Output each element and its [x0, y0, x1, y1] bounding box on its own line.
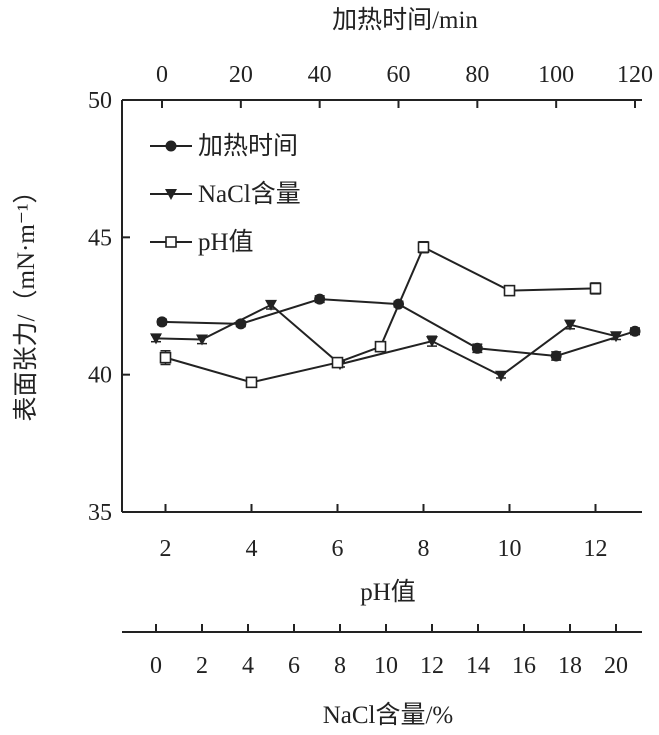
- legend: 加热时间 NaCl含量 pH值: [150, 132, 301, 256]
- nacl-tick-label: 12: [420, 653, 444, 679]
- series-line-ph: [165, 245, 596, 384]
- data-point-ph: [374, 340, 387, 353]
- legend-label-heating: 加热时间: [198, 132, 298, 160]
- y-tick-label: 50: [88, 88, 112, 114]
- legend-marker-ph: [165, 236, 177, 248]
- data-point-nacl-content: [265, 299, 277, 311]
- data-point-ph: [503, 284, 516, 297]
- data-point-nacl-content: [610, 331, 622, 343]
- top-axis-ticks: 0 20 40 60 80 100 120: [156, 62, 653, 108]
- data-point-heating-time: [314, 293, 326, 305]
- legend-marker-heating-time: [165, 140, 177, 152]
- ph-tick-label: 2: [160, 536, 172, 562]
- ph-axis-title: pH值: [360, 578, 416, 606]
- data-point-ph: [331, 356, 344, 369]
- y-tick-label: 45: [88, 225, 112, 251]
- top-tick-label: 20: [229, 62, 253, 88]
- data-point-ph: [159, 351, 172, 364]
- nacl-tick-label: 10: [374, 653, 398, 679]
- y-axis-ticks: 35 40 45 50: [88, 88, 130, 526]
- data-point-nacl-content: [495, 370, 507, 382]
- y-tick-label: 40: [88, 363, 112, 389]
- legend-marker-nacl-content: [165, 189, 177, 200]
- nacl-axis-ticks: 0 2 4 6 8 10 12 14 16 18 20: [150, 624, 628, 679]
- top-tick-label: 0: [156, 62, 168, 88]
- nacl-tick-label: 4: [242, 653, 254, 679]
- ph-tick-label: 6: [332, 536, 344, 562]
- series-group: [150, 240, 641, 389]
- legend-label-ph: pH值: [198, 228, 254, 256]
- data-point-heating-time: [471, 342, 483, 354]
- data-point-nacl-content: [564, 319, 576, 331]
- data-point-heating-time: [156, 316, 168, 328]
- ph-tick-label: 4: [246, 536, 258, 562]
- data-point-nacl-content: [196, 334, 208, 346]
- series-line-nacl-content: [155, 303, 617, 377]
- data-point-heating-time: [550, 350, 562, 362]
- data-point-heating-time: [629, 325, 641, 337]
- top-axis-title: 加热时间/min: [332, 6, 478, 34]
- series-nacl-content: [150, 299, 622, 382]
- nacl-tick-label: 18: [558, 653, 582, 679]
- data-point-nacl-content: [426, 336, 438, 348]
- y-axis-title: 表面张力/（mN·m⁻¹）: [12, 179, 40, 422]
- nacl-axis-title: NaCl含量/%: [323, 701, 454, 729]
- ph-tick-label: 10: [498, 536, 522, 562]
- nacl-tick-label: 20: [604, 653, 628, 679]
- nacl-tick-label: 8: [334, 653, 346, 679]
- data-point-ph: [417, 241, 430, 254]
- nacl-tick-label: 6: [288, 653, 300, 679]
- data-point-ph: [589, 282, 602, 295]
- top-tick-label: 100: [538, 62, 574, 88]
- data-point-ph: [245, 376, 258, 389]
- ph-axis-ticks: 2 4 6 8 10 12: [160, 504, 608, 562]
- nacl-tick-label: 0: [150, 653, 162, 679]
- top-tick-label: 80: [465, 62, 489, 88]
- legend-label-nacl: NaCl含量: [198, 180, 301, 208]
- nacl-tick-label: 16: [512, 653, 536, 679]
- nacl-tick-label: 14: [466, 653, 490, 679]
- top-tick-label: 40: [308, 62, 332, 88]
- y-tick-label: 35: [88, 500, 112, 526]
- ph-tick-label: 8: [418, 536, 430, 562]
- ph-tick-label: 12: [584, 536, 608, 562]
- data-point-nacl-content: [150, 333, 162, 345]
- series-ph: [159, 240, 602, 389]
- nacl-tick-label: 2: [196, 653, 208, 679]
- top-tick-label: 60: [387, 62, 411, 88]
- top-tick-label: 120: [617, 62, 653, 88]
